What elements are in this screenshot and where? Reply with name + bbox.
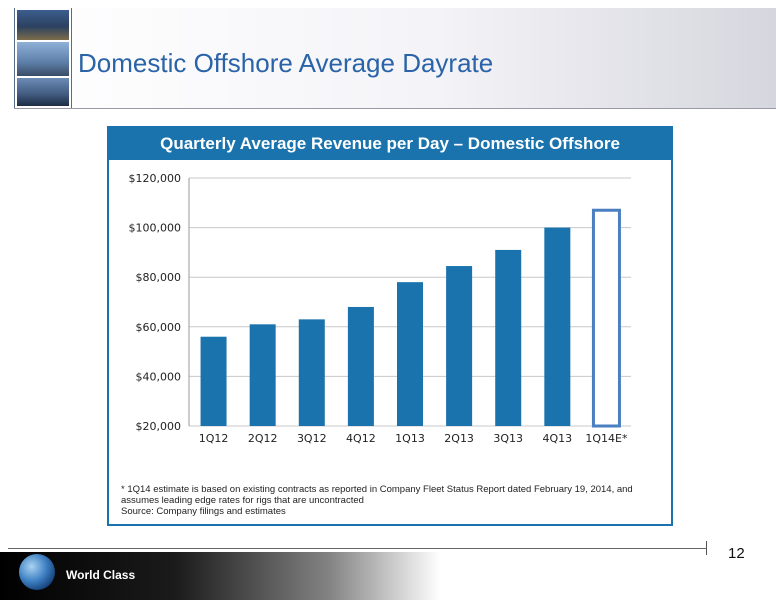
bar-chart: $20,000 $40,000 $60,000 $80,000 $100,000 $120… [129, 172, 631, 445]
x-tick-label: 4Q12 [346, 432, 376, 445]
bar [544, 227, 571, 426]
rig-photo-icon [17, 10, 69, 40]
bar [347, 306, 374, 426]
x-tick-label: 1Q12 [199, 432, 229, 445]
rig-photo-icon [17, 42, 69, 76]
bar [249, 324, 276, 426]
tagline: World Class [66, 568, 136, 582]
x-tick-label: 2Q13 [444, 432, 474, 445]
slide-header [14, 8, 776, 109]
y-tick-label: $20,000 [136, 420, 182, 433]
bar [495, 249, 522, 426]
x-tick-label: 3Q12 [297, 432, 327, 445]
footnote: * 1Q14 estimate is based on existing con… [121, 484, 661, 517]
y-tick-label: $60,000 [136, 321, 182, 334]
page-number: 12 [728, 545, 745, 562]
rig-photo-icon [17, 78, 69, 106]
bar-estimate [591, 208, 621, 428]
page-title: Domestic Offshore Average Dayrate [78, 48, 494, 78]
y-tick-label: $100,000 [129, 222, 182, 235]
footnote-source: Source: Company filings and estimates [121, 506, 286, 517]
x-tick-label: 1Q13 [395, 432, 425, 445]
y-tick-label: $40,000 [136, 370, 182, 383]
bar [298, 319, 325, 426]
x-tick-label: 3Q13 [493, 432, 523, 445]
bar [446, 266, 473, 426]
footer-divider [8, 548, 706, 549]
footer-bar [0, 552, 440, 600]
x-tick-label: 4Q13 [543, 432, 573, 445]
chart-title: Quarterly Average Revenue per Day – Dome… [109, 128, 671, 160]
bar [200, 336, 227, 426]
rig-photos-strip [14, 8, 72, 108]
globe-icon [19, 554, 55, 590]
x-tick-label: 1Q14E* [585, 432, 628, 445]
bar [397, 282, 423, 426]
y-tick-label: $120,000 [129, 172, 182, 185]
y-tick-label: $80,000 [136, 271, 182, 284]
footer-divider-tick [706, 541, 707, 555]
footnote-line: * 1Q14 estimate is based on existing con… [121, 484, 633, 495]
chart-panel: Quarterly Average Revenue per Day – Dome… [107, 126, 673, 526]
footnote-line: assumes leading edge rates for rigs that… [121, 495, 364, 506]
x-tick-label: 2Q12 [248, 432, 278, 445]
